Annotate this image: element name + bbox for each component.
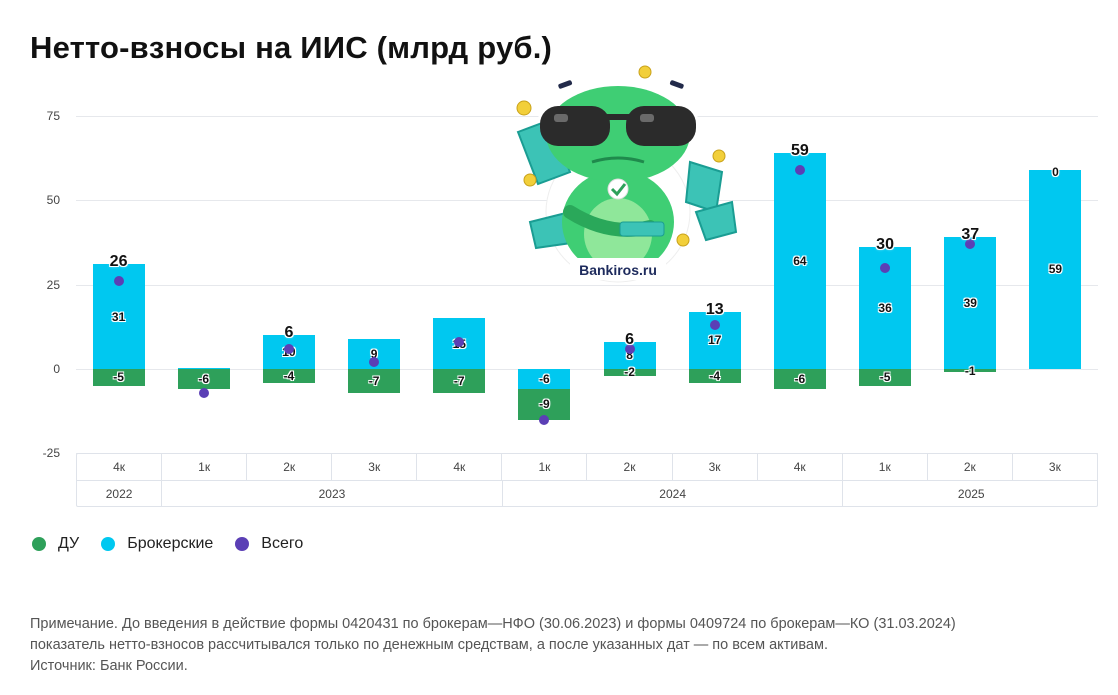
legend: ДУ Брокерские Всего xyxy=(32,535,325,553)
du-value-label: -6 xyxy=(198,372,210,387)
x-axis-quarter-label: 4к xyxy=(758,454,843,480)
brokerage-value-label: -6 xyxy=(539,372,550,387)
legend-item-brokerage[interactable]: Брокерские xyxy=(101,535,213,553)
total-dot xyxy=(880,262,891,273)
brokerage-value-label: 36 xyxy=(878,301,892,316)
du-value-label: 0 xyxy=(1052,164,1059,179)
x-axis-quarter-label: 3к xyxy=(1048,460,1061,474)
bar-du xyxy=(518,389,571,420)
brokerage-value-label: 9 xyxy=(370,346,378,361)
x-axis-quarter-label: 3к xyxy=(673,454,758,480)
total-value-label: 37 xyxy=(961,226,980,244)
x-axis-quarter-label: 1к xyxy=(502,454,588,480)
x-axis-quarter-label: 1к xyxy=(162,454,248,480)
du-value-label: -5 xyxy=(879,370,891,385)
legend-item-total[interactable]: Всего xyxy=(235,535,303,553)
bar-brokerage xyxy=(944,237,997,369)
bar-du xyxy=(262,369,315,383)
bar-du xyxy=(348,369,401,393)
total-value-label: 30 xyxy=(876,236,894,254)
chart-title: Нетто-взносы на ИИС (млрд руб.) xyxy=(30,30,553,65)
brokerage-value-label: 39 xyxy=(963,296,977,311)
x-axis-quarters: 4к 1к 2к 3к 4к 1к 2к 3к 4к 1к 2к 3к xyxy=(77,454,1097,481)
bar-du xyxy=(177,369,230,390)
total-value-label: 13 xyxy=(705,300,724,318)
bar-brokerage xyxy=(773,152,826,369)
total-dot xyxy=(369,357,380,368)
du-value-label: -6 xyxy=(794,372,806,387)
total-dot xyxy=(454,336,465,347)
total-dot xyxy=(965,239,976,249)
bar-brokerage xyxy=(518,369,571,390)
total-value-label: 6 xyxy=(284,324,294,342)
x-axis-year-label: 2023 xyxy=(162,481,503,507)
total-value-label: 26 xyxy=(109,253,128,271)
sticker-caption: Bankiros.ru xyxy=(579,262,657,278)
x-axis-quarter-label: 3к xyxy=(332,454,418,480)
y-tick-label: 75 xyxy=(46,108,60,123)
total-dot xyxy=(794,164,805,175)
x-axis-quarter-label: 1к xyxy=(843,454,928,480)
y-tick-label: 25 xyxy=(46,277,60,292)
du-value-label: -2 xyxy=(624,365,635,380)
total-dot xyxy=(539,414,550,425)
frog-mascot-icon: Bankiros.ru xyxy=(516,65,738,283)
y-tick-label: 0 xyxy=(53,362,60,376)
gridline xyxy=(76,284,1098,286)
total-dot xyxy=(198,387,209,398)
bar-du xyxy=(433,369,486,393)
footnote: Примечание. До введения в действие формы… xyxy=(30,614,1090,677)
total-dot xyxy=(624,343,635,354)
bar-brokerage xyxy=(1029,169,1082,369)
legend-dot-icon xyxy=(32,537,46,551)
bar-du xyxy=(688,369,741,383)
x-axis-year-label: 2022 xyxy=(77,481,163,507)
legend-label: Всего xyxy=(261,535,304,552)
x-axis-years: 2022 2023 2024 2025 xyxy=(77,481,1097,507)
x-axis-quarter-label: 2к xyxy=(587,454,673,480)
y-tick-label: 50 xyxy=(46,193,60,208)
x-axis-table: 4к 1к 2к 3к 4к 1к 2к 3к 4к 1к 2к 3к 2022 2023 2024 202… xyxy=(76,453,1098,507)
gridline xyxy=(76,369,1098,370)
legend-label: ДУ xyxy=(58,535,80,552)
x-axis-quarter-label: 2к xyxy=(247,454,333,480)
legend-dot-icon xyxy=(101,537,116,551)
brokerage-value-label: 8 xyxy=(626,348,633,363)
mascot-sticker-image: Bankiros.ru xyxy=(500,62,740,284)
legend-label: Брокерские xyxy=(127,535,214,552)
du-value-label: -4 xyxy=(283,368,295,383)
bar-du xyxy=(92,369,145,386)
x-axis-year-label: 2024 xyxy=(503,481,844,507)
du-value-label: -5 xyxy=(113,370,124,385)
total-value-label: 6 xyxy=(625,330,635,348)
total-dot xyxy=(113,276,124,287)
brokerage-value-label: 31 xyxy=(111,309,126,324)
bar-du xyxy=(944,369,997,373)
x-axis-year-label: 2025 xyxy=(957,487,985,501)
x-axis-quarter-label: 4к xyxy=(417,454,503,480)
brokerage-value-label: 17 xyxy=(708,333,722,348)
legend-item-du[interactable]: ДУ xyxy=(32,535,79,553)
x-axis-quarter-label: 4к xyxy=(77,454,163,480)
x-axis-quarter-label: 2к xyxy=(928,454,1013,480)
bar-du xyxy=(603,369,656,376)
note-line-2: показатель нетто-взносов рассчитывался т… xyxy=(30,637,828,653)
source-line: Источник: Банк России. xyxy=(30,658,188,674)
total-value-label: 59 xyxy=(791,141,809,159)
du-value-label: -7 xyxy=(368,373,380,388)
du-value-label: -7 xyxy=(453,373,465,388)
bar-du xyxy=(859,369,912,386)
brokerage-value-label: 64 xyxy=(793,253,807,268)
total-dot xyxy=(709,320,720,331)
du-value-label: -4 xyxy=(709,368,721,383)
legend-dot-icon xyxy=(235,537,250,551)
y-tick-label: -25 xyxy=(42,446,60,461)
bar-du xyxy=(773,369,826,390)
note-line-1: Примечание. До введения в действие формы… xyxy=(30,616,956,632)
bar-brokerage xyxy=(177,367,230,369)
brokerage-value-label: 59 xyxy=(1048,262,1063,277)
du-value-label: -1 xyxy=(964,363,976,378)
du-value-label: -9 xyxy=(539,397,550,412)
total-dot xyxy=(283,343,294,354)
